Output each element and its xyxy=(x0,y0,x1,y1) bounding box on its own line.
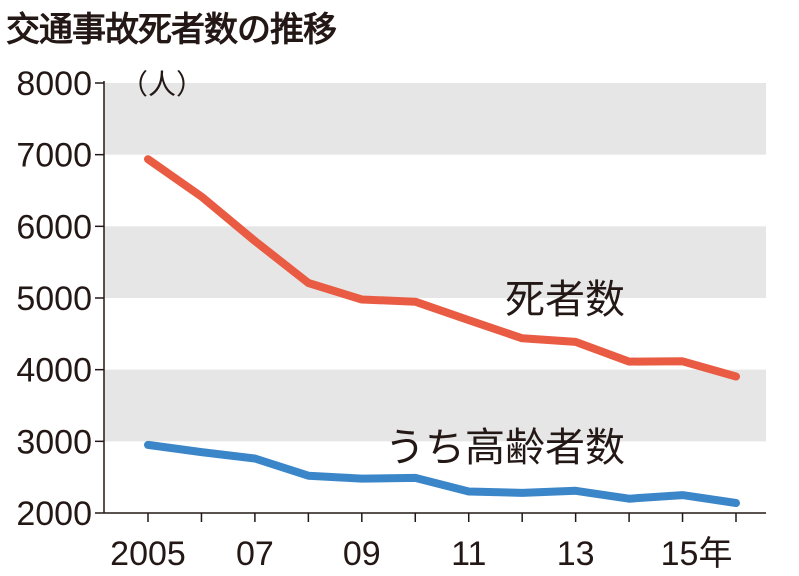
y-tick-label: 5000 xyxy=(16,280,92,318)
x-tick-label: 15年 xyxy=(661,535,733,573)
y-tick-label: 2000 xyxy=(16,495,92,533)
x-tick-label: 2005 xyxy=(110,535,186,573)
y-tick-label: 7000 xyxy=(16,137,92,175)
y-tick-label: 3000 xyxy=(16,423,92,461)
background-bands xyxy=(104,83,766,442)
chart-title: 交通事故死者数の推移 xyxy=(6,10,337,50)
background-band xyxy=(104,83,766,155)
y-tick-label: 8000 xyxy=(16,65,92,103)
y-axis-ticks: 2000 3000 4000 5000 6000 7000 8000 xyxy=(16,65,104,533)
series-label-elderly: うち高齢者数 xyxy=(385,425,625,471)
x-axis-ticks: 2005 07 09 11 13 15年 xyxy=(110,513,737,573)
series-lines xyxy=(144,155,740,507)
series-line-0 xyxy=(144,155,740,381)
background-band xyxy=(104,369,766,442)
series-line-1 xyxy=(144,440,740,507)
x-tick-label: 07 xyxy=(236,535,274,573)
background-band xyxy=(104,226,766,298)
y-tick-label: 4000 xyxy=(16,352,92,390)
x-tick-label: 13 xyxy=(557,535,595,573)
x-tick-label: 09 xyxy=(343,535,381,573)
series-label-deaths: 死者数 xyxy=(505,277,625,323)
y-unit-label: （人） xyxy=(120,68,204,101)
y-tick-label: 6000 xyxy=(16,208,92,246)
x-tick-label: 11 xyxy=(451,535,486,573)
